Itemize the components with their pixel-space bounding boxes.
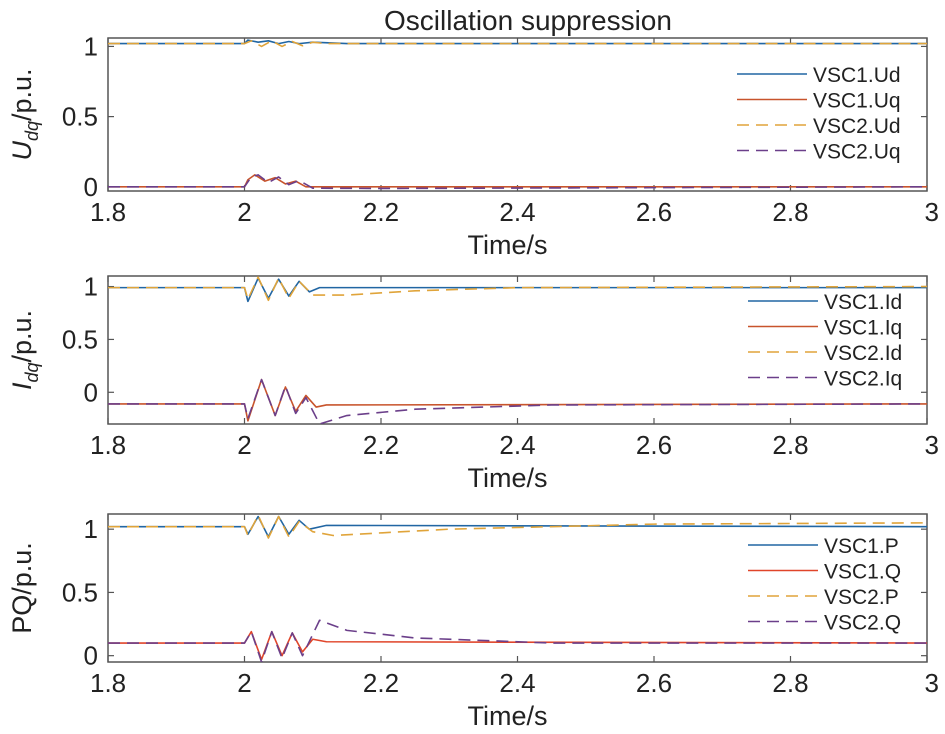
- x-tick-label: 2: [237, 668, 251, 698]
- series-group: [108, 514, 927, 662]
- series-line-vsc2-ud: [108, 40, 927, 48]
- legend-label: VSC1.Ud: [813, 64, 901, 87]
- legend-label: VSC1.Uq: [813, 90, 901, 113]
- x-tick-label: 2.8: [772, 430, 808, 460]
- x-tick-label: 2.6: [636, 668, 672, 698]
- y-axis-label-main: I: [7, 382, 37, 390]
- axes-box: [107, 37, 928, 192]
- x-tick-label: 2.6: [636, 430, 672, 460]
- legend-label: VSC1.Iq: [824, 317, 902, 340]
- x-tick-label: 1.8: [90, 430, 126, 460]
- x-tick-label: 2.8: [772, 668, 808, 698]
- x-tick-label: 2.4: [499, 668, 535, 698]
- x-tick-label: 2.2: [363, 668, 399, 698]
- y-axis-label-main: PQ: [7, 595, 37, 634]
- x-axis-label: Time/s: [468, 463, 548, 493]
- y-axis-label-subscript: dq: [22, 121, 42, 141]
- series-line-vsc2-q: [108, 619, 927, 662]
- x-axis-label: Time/s: [468, 230, 548, 260]
- axes-box: [107, 275, 928, 425]
- legend-label: VSC1.Q: [824, 561, 901, 584]
- y-axis-label: Udq/p.u.: [7, 68, 42, 160]
- y-axis-label-unit: /p.u.: [7, 68, 37, 121]
- axes-box: [107, 513, 928, 663]
- series-line-vsc2-iq: [108, 378, 927, 424]
- y-tick-label: 1: [84, 272, 98, 302]
- y-tick-label: 0: [84, 377, 98, 407]
- x-tick-label: 2.8: [772, 197, 808, 227]
- y-tick-label: 0.5: [62, 102, 98, 132]
- legend-label: VSC2.Ud: [813, 115, 901, 138]
- y-axis-label-subscript: dq: [22, 363, 42, 383]
- series-line-vsc1-iq: [108, 378, 927, 422]
- x-tick-label: 2.2: [363, 430, 399, 460]
- y-axis-label-main: U: [7, 141, 37, 161]
- y-axis-label-unit: /p.u.: [7, 310, 37, 363]
- y-axis-label-unit: /p.u.: [7, 542, 37, 595]
- x-tick-label: 2.6: [636, 197, 672, 227]
- x-tick-label: 3: [925, 430, 939, 460]
- x-tick-label: 3: [925, 197, 939, 227]
- x-tick-label: 2.2: [363, 197, 399, 227]
- y-tick-label: 0: [84, 641, 98, 671]
- legend-label: VSC2.Q: [824, 612, 901, 635]
- x-tick-label: 1.8: [90, 197, 126, 227]
- series-group: [108, 39, 927, 190]
- legend-label: VSC2.Uq: [813, 141, 901, 164]
- x-axis-label: Time/s: [468, 701, 548, 731]
- series-line-vsc1-q: [108, 630, 927, 661]
- y-axis-label: PQ/p.u.: [7, 542, 37, 634]
- legend-label: VSC2.P: [824, 586, 899, 609]
- series-line-vsc1-ud: [108, 39, 927, 45]
- subplot-2: 1.8 2 2.2 2.4 2.6 2.8 3 0 0.5 1 Time/s Idq/p.u. VSC1…: [7, 272, 939, 493]
- y-tick-label: 0.5: [62, 577, 98, 607]
- legend-label: VSC1.Id: [824, 291, 902, 314]
- series-group: [108, 276, 927, 424]
- y-tick-label: 0: [84, 172, 98, 202]
- y-tick-label: 1: [84, 514, 98, 544]
- subplot-1: 1.8 2 2.2 2.4 2.6 2.8 3 0 0.5 1 Time/s Udq/p.u. VSC1…: [7, 31, 939, 260]
- legend-label: VSC1.P: [824, 535, 899, 558]
- x-tick-label: 2.4: [499, 197, 535, 227]
- legend-label: VSC2.Id: [824, 342, 902, 365]
- series-line-vsc2-uq: [108, 174, 927, 190]
- series-line-vsc1-id: [108, 277, 927, 303]
- x-tick-label: 3: [925, 668, 939, 698]
- x-tick-label: 2.4: [499, 430, 535, 460]
- x-tick-label: 1.8: [90, 668, 126, 698]
- subplot-3: 1.8 2 2.2 2.4 2.6 2.8 3 0 0.5 1 Time/s PQ/p.u. VSC1.…: [7, 513, 939, 731]
- y-tick-label: 1: [84, 31, 98, 61]
- chart-title: Oscillation suppression: [384, 5, 672, 36]
- legend-label: VSC2.Iq: [824, 368, 902, 391]
- y-tick-label: 0.5: [62, 324, 98, 354]
- series-line-vsc2-id: [108, 276, 927, 302]
- x-tick-label: 2: [237, 430, 251, 460]
- x-tick-label: 2: [237, 197, 251, 227]
- y-axis-label: Idq/p.u.: [7, 310, 42, 390]
